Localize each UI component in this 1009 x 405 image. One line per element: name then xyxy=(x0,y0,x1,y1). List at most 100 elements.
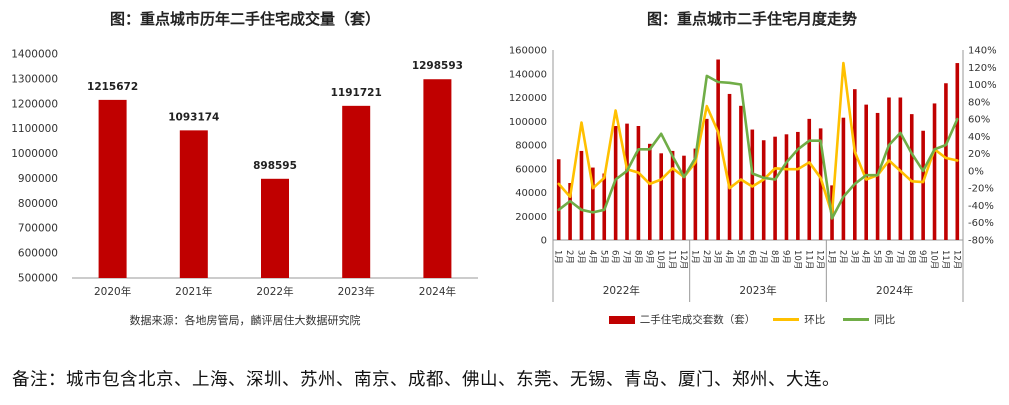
right-y-tick-label: 120% xyxy=(968,63,997,74)
monthly-bar xyxy=(773,136,777,240)
month-tick-label: 1月 xyxy=(689,250,699,264)
legend-item-volume: 二手住宅成交套数（套） xyxy=(608,312,756,327)
bar-2024年 xyxy=(423,79,452,278)
month-tick-label: 2月 xyxy=(564,250,574,264)
month-tick-label: 4月 xyxy=(860,250,870,264)
legend-item-mom: 环比 xyxy=(773,312,825,327)
right-y-tick-label: 0% xyxy=(968,166,984,177)
data-source-note: 数据来源：各地房管局，麟评居住大数据研究院 xyxy=(129,314,361,327)
month-tick-label: 6月 xyxy=(610,250,620,264)
x-tick-label: 2024年 xyxy=(419,285,456,298)
legend-swatch-volume xyxy=(608,315,635,324)
y-tick-label: 700000 xyxy=(18,223,58,235)
month-tick-label: 7月 xyxy=(621,250,631,264)
month-tick-label: 3月 xyxy=(849,250,859,264)
month-tick-label: 11月 xyxy=(803,250,813,269)
month-tick-label: 7月 xyxy=(758,250,768,264)
month-tick-label: 5月 xyxy=(598,250,608,264)
month-tick-label: 10月 xyxy=(655,250,665,269)
monthly-bar xyxy=(648,143,652,240)
legend-label-mom: 环比 xyxy=(804,314,826,326)
right-y-tick-label: 60% xyxy=(968,115,990,126)
bar-value-label: 1093174 xyxy=(168,111,219,123)
y-tick-label: 1300000 xyxy=(11,73,58,85)
left-y-tick-label: 40000 xyxy=(515,188,547,199)
month-tick-label: 4月 xyxy=(724,250,734,264)
monthly-bar xyxy=(887,97,891,240)
month-tick-label: 8月 xyxy=(906,250,916,264)
month-tick-label: 1月 xyxy=(826,250,836,264)
bar-value-label: 1215672 xyxy=(87,81,138,93)
monthly-bar xyxy=(898,97,903,240)
month-tick-label: 10月 xyxy=(792,250,802,269)
month-tick-label: 3月 xyxy=(712,250,722,264)
monthly-bar xyxy=(716,59,720,240)
monthly-bar xyxy=(739,105,743,240)
monthly-combo-chart: 0 20000 40000 60000 80000 100000 120000 140000 1… xyxy=(509,46,997,302)
y-tick-label: 1000000 xyxy=(11,148,58,160)
month-tick-label: 9月 xyxy=(644,250,654,264)
right-y-tick-label: 40% xyxy=(968,132,990,143)
month-tick-label: 12月 xyxy=(678,250,688,269)
month-tick-label: 5月 xyxy=(735,250,745,264)
bar-2021年 xyxy=(179,130,208,278)
month-tick-label: 10月 xyxy=(929,250,939,269)
right-y-tick-label: -80% xyxy=(968,236,994,247)
bar-value-label: 1298593 xyxy=(412,60,463,72)
y-tick-label: 800000 xyxy=(18,198,58,210)
year-label: 2024年 xyxy=(876,284,913,297)
monthly-bar xyxy=(921,130,925,240)
bar-2023年 xyxy=(342,105,371,279)
monthly-bar xyxy=(807,118,812,240)
monthly-bar xyxy=(556,159,561,240)
left-y-tick-label: 80000 xyxy=(515,141,547,152)
monthly-bar xyxy=(591,167,595,240)
cities-note: 备注：城市包含北京、上海、深圳、苏州、南京、成都、佛山、东莞、无锡、青岛、厦门、… xyxy=(12,370,840,390)
left-y-tick-label: 100000 xyxy=(509,117,547,128)
month-tick-label: 6月 xyxy=(746,250,756,264)
month-tick-label: 7月 xyxy=(894,250,904,264)
annual-volume-panel: 图：重点城市历年二手住宅成交量（套） 500000 600000 700000 800… xyxy=(0,0,490,345)
right-y-tick-label: -20% xyxy=(968,184,994,195)
month-tick-label: 6月 xyxy=(883,250,893,264)
annual-bar-chart: 500000 600000 700000 800000 900000 1000000 110… xyxy=(11,49,478,298)
month-tick-label: 2月 xyxy=(837,250,847,264)
bar-2022年 xyxy=(261,178,289,278)
month-tick-label: 4月 xyxy=(587,250,597,264)
right-y-tick-label: 80% xyxy=(968,97,990,108)
legend-label-volume: 二手住宅成交套数（套） xyxy=(639,314,756,326)
monthly-legend: 二手住宅成交套数（套） 环比 同比 xyxy=(495,312,1009,327)
y-tick-label: 1100000 xyxy=(11,123,58,135)
monthly-bar xyxy=(750,129,755,240)
legend-swatch-yoy xyxy=(843,318,870,321)
month-tick-label: 8月 xyxy=(769,250,779,264)
x-tick-label: 2021年 xyxy=(175,285,212,298)
month-tick-label: 12月 xyxy=(815,250,825,269)
bar-2020年 xyxy=(98,99,127,278)
monthly-bar xyxy=(818,128,823,240)
monthly-bar xyxy=(636,126,641,240)
month-tick-label: 12月 xyxy=(951,250,961,269)
monthly-bar xyxy=(955,63,960,240)
month-tick-label: 1月 xyxy=(553,250,563,264)
x-tick-label: 2022年 xyxy=(256,285,293,298)
year-label: 2023年 xyxy=(739,284,776,297)
monthly-bar xyxy=(670,150,675,240)
monthly-bar xyxy=(841,117,846,240)
y-tick-label: 900000 xyxy=(18,173,58,185)
y-tick-label: 500000 xyxy=(18,273,58,285)
bar-value-label: 1191721 xyxy=(331,87,382,99)
month-tick-label: 3月 xyxy=(575,250,585,264)
month-tick-label: 2月 xyxy=(701,250,711,264)
y-tick-label: 600000 xyxy=(18,248,58,260)
right-y-tick-label: -40% xyxy=(968,201,994,212)
left-y-tick-label: 20000 xyxy=(515,212,547,223)
monthly-bar xyxy=(625,123,629,240)
monthly-bar xyxy=(693,148,698,240)
y-tick-label: 1200000 xyxy=(11,98,58,110)
monthly-bar xyxy=(568,183,572,240)
month-tick-label: 8月 xyxy=(632,250,642,264)
monthly-bar xyxy=(659,153,663,240)
monthly-bar xyxy=(784,134,789,240)
monthly-bar xyxy=(853,89,857,240)
